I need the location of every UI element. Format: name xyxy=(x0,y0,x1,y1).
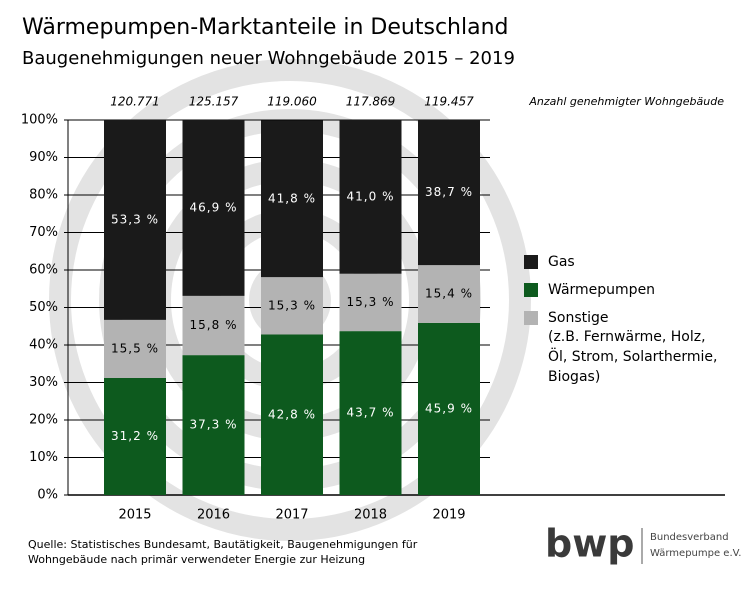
legend-description: Öl, Strom, Solarthermie, xyxy=(548,347,718,365)
bar-segment xyxy=(182,120,245,296)
bar-segment xyxy=(339,273,402,332)
total-label: 120.771 xyxy=(110,95,160,109)
x-tick-label: 2019 xyxy=(432,508,465,523)
value-label: 42,8 % xyxy=(268,407,316,421)
value-label: 45,9 % xyxy=(425,401,473,415)
y-tick-label: 90% xyxy=(29,150,58,165)
value-label: 43,7 % xyxy=(347,406,395,420)
legend-swatch xyxy=(524,283,538,297)
y-tick-label: 0% xyxy=(37,488,58,503)
value-label: 41,0 % xyxy=(347,189,395,203)
value-label: 15,4 % xyxy=(425,287,473,301)
total-label: 119.457 xyxy=(424,95,474,109)
total-label: 119.060 xyxy=(267,95,317,109)
y-tick-label: 30% xyxy=(29,375,58,390)
value-label: 37,3 % xyxy=(190,418,238,432)
value-label: 15,8 % xyxy=(190,318,238,332)
x-tick-label: 2016 xyxy=(197,508,230,523)
bar-segment xyxy=(418,265,480,323)
legend-description: Biogas) xyxy=(548,369,600,385)
logo-line: Wärmepumpe e.V. xyxy=(650,548,741,559)
totals-label: Anzahl genehmigter Wohngebäude xyxy=(528,95,724,108)
legend-swatch xyxy=(524,311,538,325)
bar-segment xyxy=(182,355,245,495)
bar-segment xyxy=(261,334,323,495)
chart-title: Wärmepumpen-Marktanteile in Deutschland xyxy=(22,15,508,40)
source-note: Quelle: Statistisches Bundesamt, Bautäti… xyxy=(28,538,418,551)
value-label: 41,8 % xyxy=(268,191,316,205)
y-tick-label: 60% xyxy=(29,263,58,278)
bar-segment xyxy=(104,120,166,320)
bar-segment xyxy=(182,295,245,356)
logo: bwp Bundesverband Wärmepumpe e.V. xyxy=(545,522,741,566)
value-label: 15,5 % xyxy=(111,341,159,355)
bar-segment xyxy=(339,120,402,274)
value-label: 31,2 % xyxy=(111,429,159,443)
bar-segment xyxy=(104,319,166,378)
value-label: 15,3 % xyxy=(268,298,316,312)
total-label: 117.869 xyxy=(346,95,396,109)
bar-segment xyxy=(261,277,323,335)
legend-label: Gas xyxy=(548,254,575,270)
x-tick-label: 2015 xyxy=(118,508,151,523)
source-note: Wohngebäude nach primär verwendeter Ener… xyxy=(28,553,365,566)
legend-swatch xyxy=(524,255,538,269)
value-label: 53,3 % xyxy=(111,212,159,226)
logo-text: bwp xyxy=(545,522,635,566)
value-label: 38,7 % xyxy=(425,185,473,199)
y-tick-label: 10% xyxy=(29,450,58,465)
y-tick-label: 40% xyxy=(29,338,58,353)
logo-line: Bundesverband xyxy=(650,532,729,543)
bar-segment xyxy=(261,120,323,278)
x-tick-label: 2018 xyxy=(354,508,387,523)
y-tick-label: 100% xyxy=(21,113,58,128)
y-tick-label: 70% xyxy=(29,225,58,240)
bar-segment xyxy=(104,378,166,495)
total-label: 125.157 xyxy=(189,95,239,109)
legend-label: Sonstige xyxy=(548,310,609,326)
y-tick-label: 80% xyxy=(29,188,58,203)
value-label: 15,3 % xyxy=(347,295,395,309)
chart-subtitle: Baugenehmigungen neuer Wohngebäude 2015 … xyxy=(22,48,515,69)
bar-segment xyxy=(339,331,402,495)
y-tick-label: 20% xyxy=(29,413,58,428)
legend-description: (z.B. Fernwärme, Holz, xyxy=(548,329,706,345)
bar-segment xyxy=(418,120,480,266)
bar-segment xyxy=(418,322,480,495)
y-tick-label: 50% xyxy=(29,300,58,315)
value-label: 46,9 % xyxy=(190,200,238,214)
legend-label: Wärmepumpen xyxy=(548,282,655,298)
x-tick-label: 2017 xyxy=(275,508,308,523)
